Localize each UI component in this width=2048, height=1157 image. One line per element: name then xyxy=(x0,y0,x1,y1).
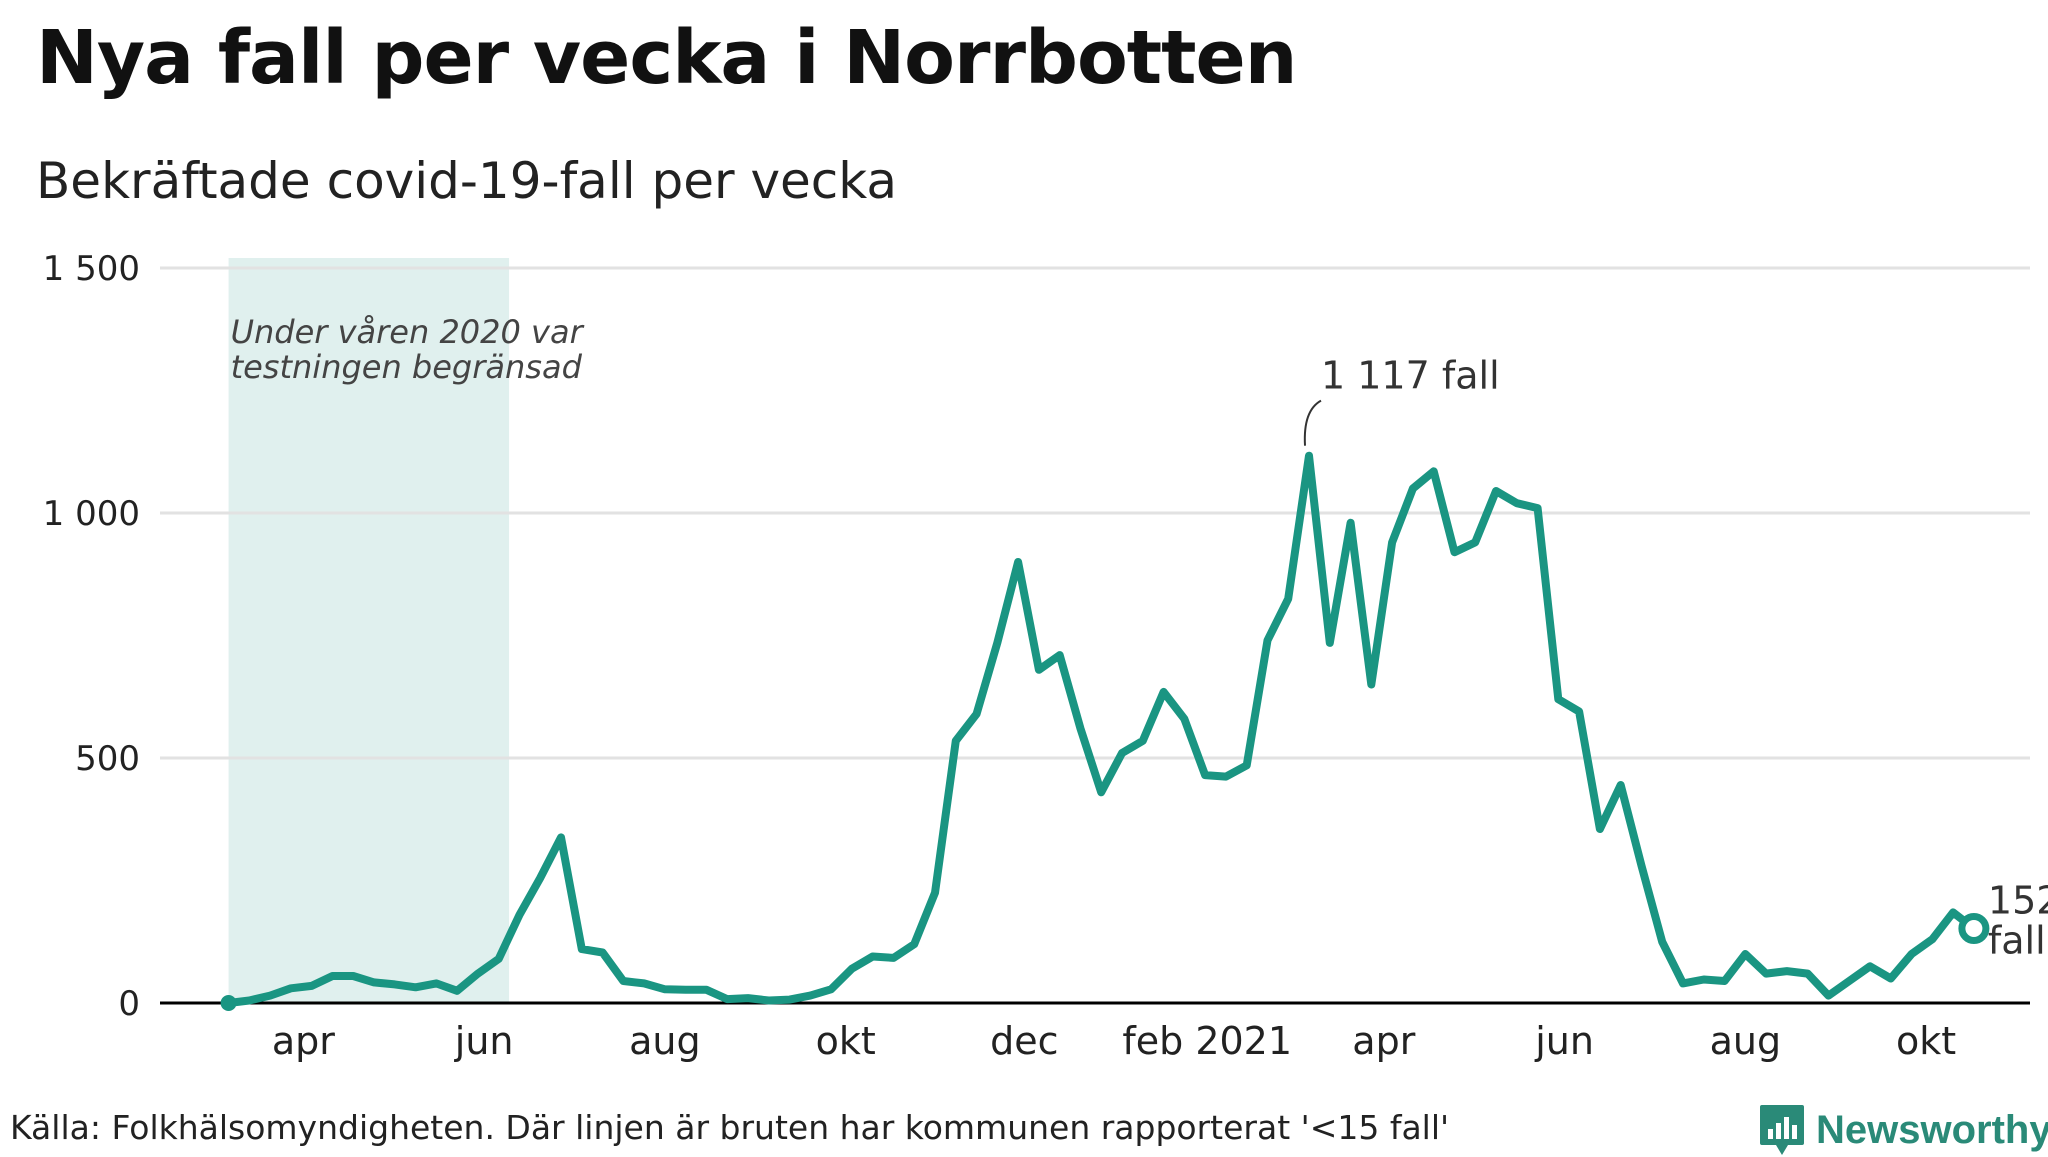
x-tick-label: feb 2021 xyxy=(1122,1019,1292,1063)
peak-annotation-label: 1 117 fall xyxy=(1321,354,1500,398)
x-tick-label: aug xyxy=(1710,1019,1782,1063)
x-tick-label: dec xyxy=(990,1019,1058,1063)
y-tick-label: 1 000 xyxy=(43,494,140,534)
x-tick-label: aug xyxy=(629,1019,701,1063)
x-tick-label: jun xyxy=(454,1019,514,1063)
bar-chart-badge-icon xyxy=(1760,1105,1804,1155)
x-tick-label: apr xyxy=(1352,1019,1415,1063)
grid-layer xyxy=(160,266,2030,760)
y-tick-label: 500 xyxy=(75,739,140,779)
series-line xyxy=(224,451,1978,1007)
source-note: Källa: Folkhälsomyndigheten. Där linjen … xyxy=(10,1108,1450,1147)
y-tick-label: 1 500 xyxy=(43,249,140,289)
x-tick-label: okt xyxy=(1896,1019,1956,1063)
series-layer xyxy=(220,451,1990,1011)
brand-name: Newsworthy xyxy=(1816,1107,2048,1152)
chart-subtitle: Bekräftade covid-19-fall per vecka xyxy=(36,152,898,210)
newsworthy-logo: Newsworthy xyxy=(1758,1103,2048,1157)
last-point xyxy=(1958,913,1990,945)
shaded-region-label-line2: testningen begränsad xyxy=(231,348,583,386)
peak-annotation-connector xyxy=(1303,399,1322,446)
annotation-layer: 1 117 fall 152fall xyxy=(1303,354,2048,963)
last-value-label-line2: fall xyxy=(1988,919,2046,963)
limited-testing-region xyxy=(228,258,510,1003)
x-tick-label: okt xyxy=(816,1019,876,1063)
chart-title: Nya fall per vecka i Norrbotten xyxy=(36,15,1297,101)
x-tick-label: jun xyxy=(1534,1019,1594,1063)
y-axis: 0 500 1 000 1 500 xyxy=(43,249,140,1024)
y-tick-label: 0 xyxy=(118,984,140,1024)
start-point xyxy=(220,995,237,1011)
x-tick-label: apr xyxy=(272,1019,335,1063)
shaded-region-label-line1: Under våren 2020 var xyxy=(231,313,585,351)
last-value-label-line1: 152 xyxy=(1988,879,2048,923)
